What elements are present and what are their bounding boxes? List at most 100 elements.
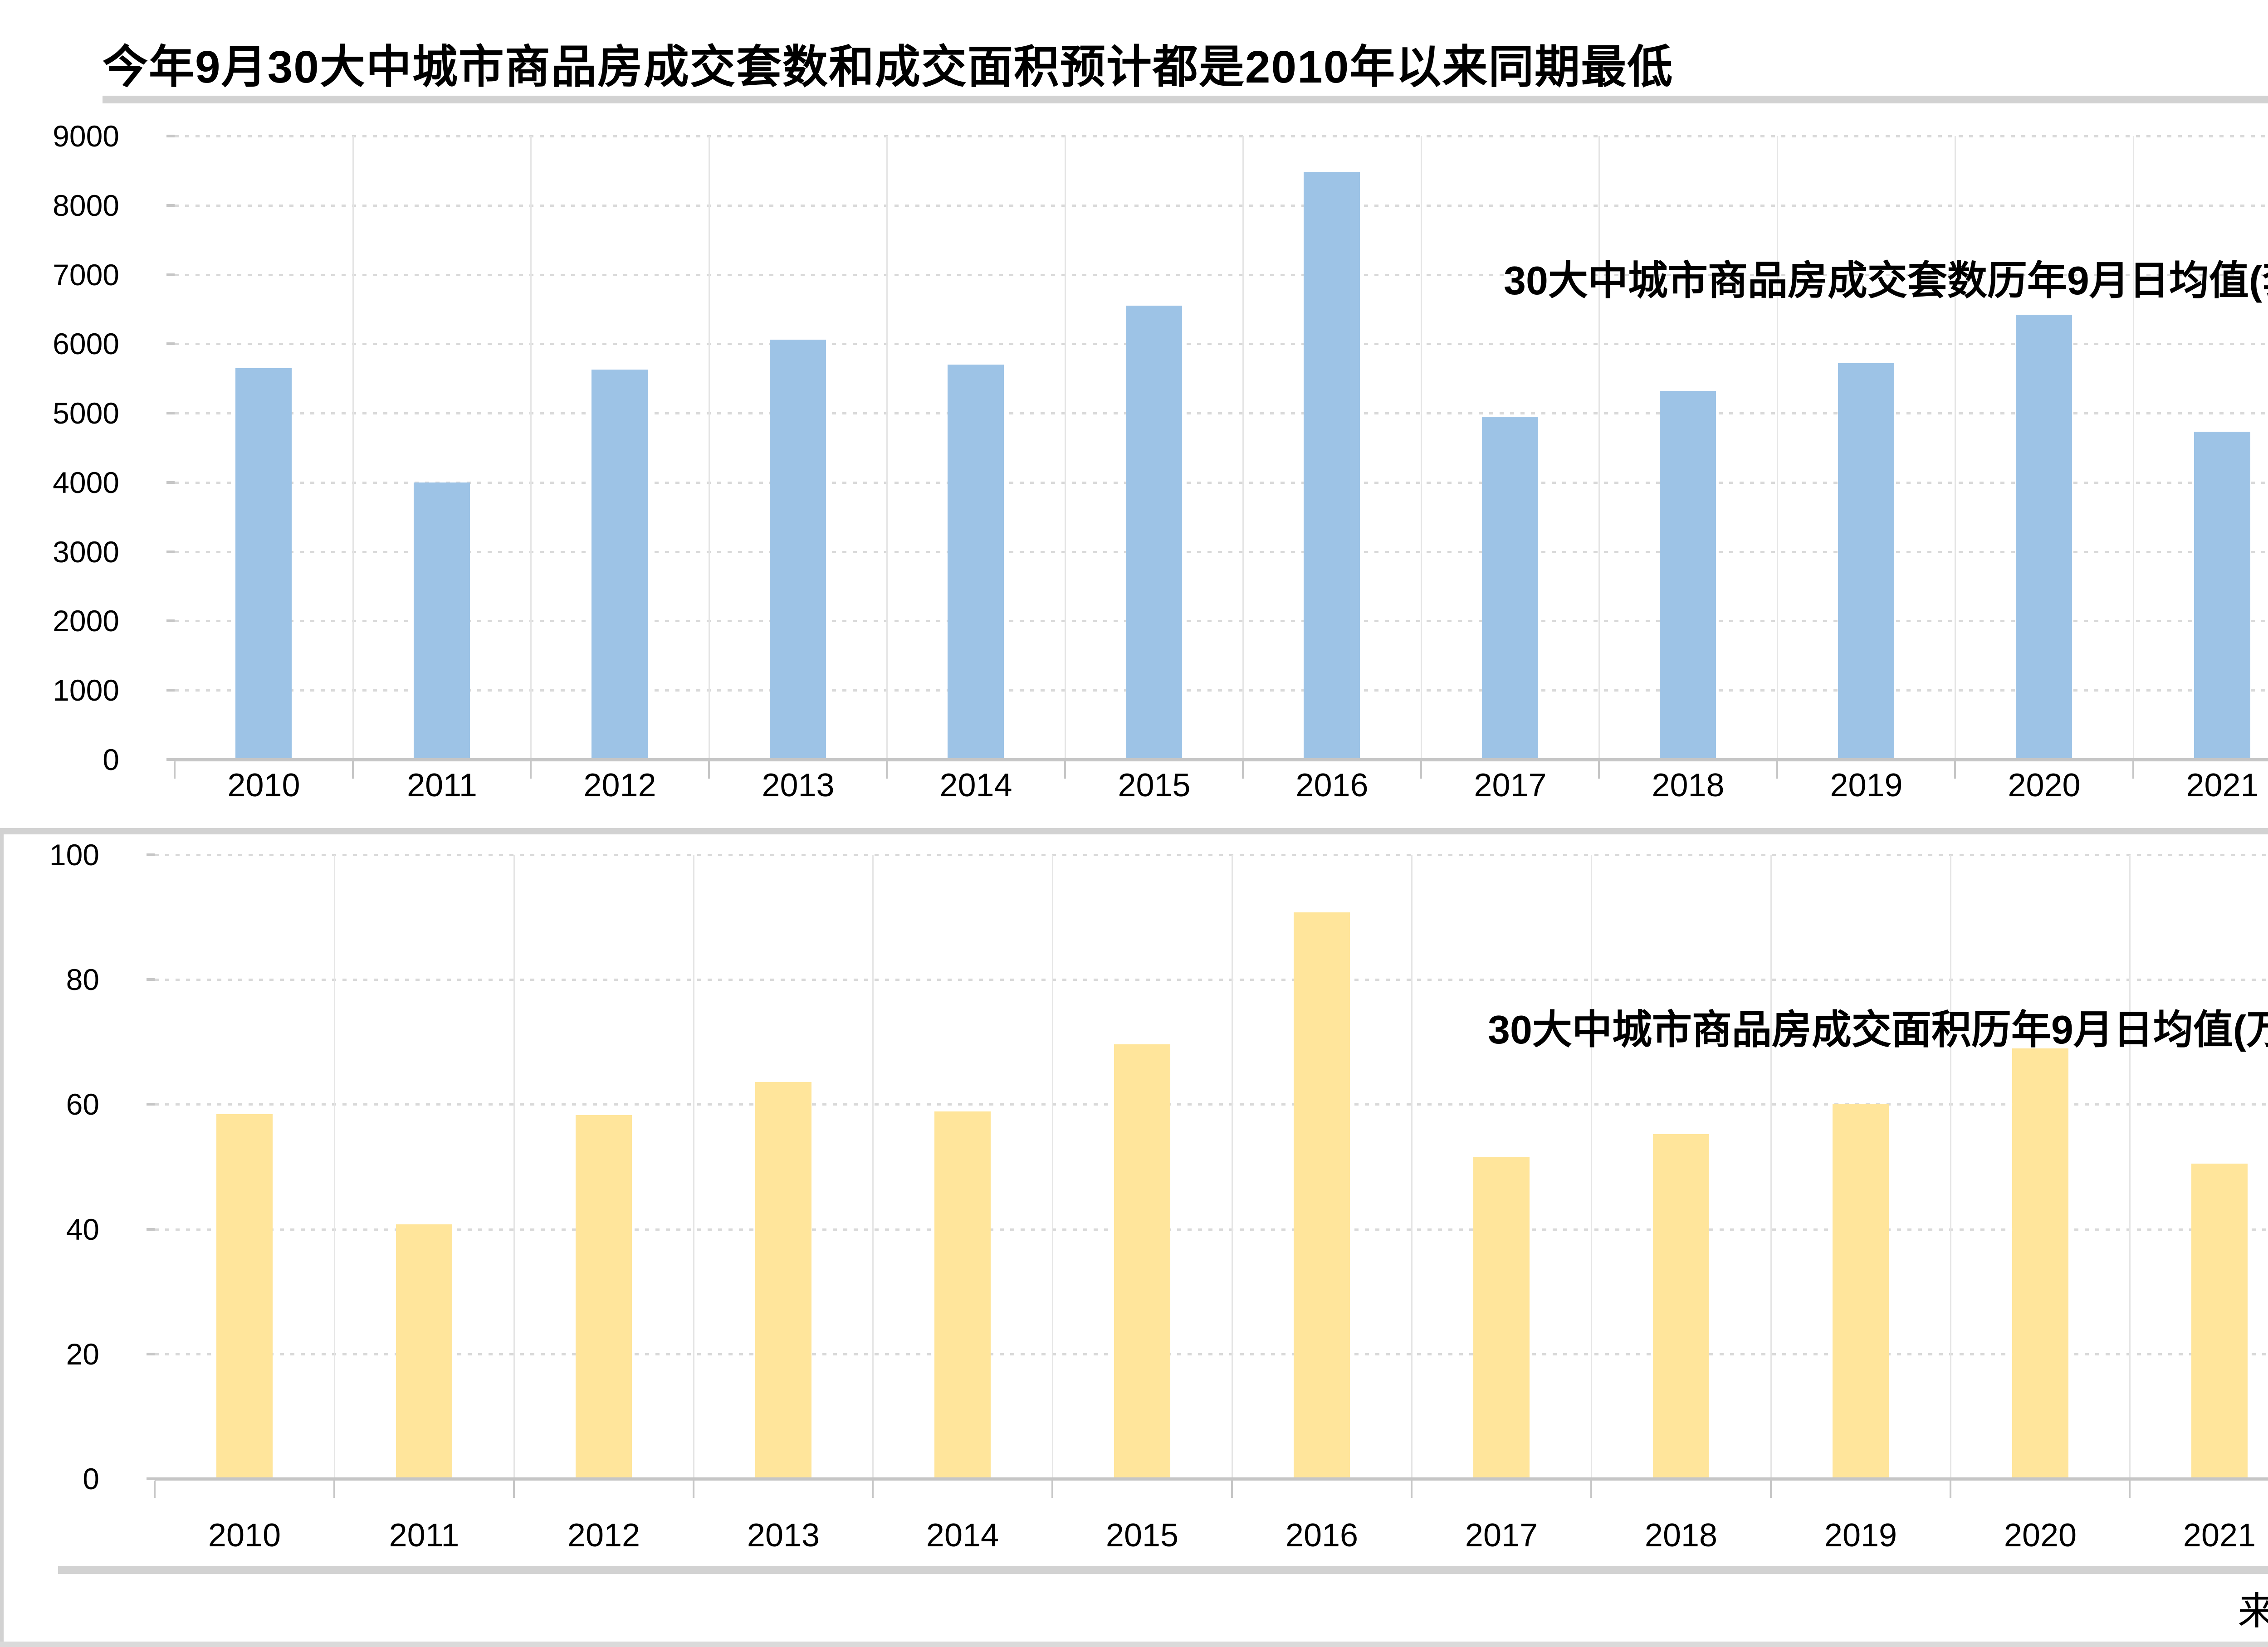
bar-2016	[1294, 912, 1350, 1477]
gridline-vertical	[334, 855, 335, 1479]
bar-2021	[2191, 1164, 2248, 1477]
x-axis-tick	[352, 761, 354, 779]
x-axis-tick	[1242, 761, 1244, 779]
x-axis-tick	[1231, 1481, 1233, 1498]
x-axis-line	[155, 1477, 2268, 1481]
x-tick-label: 2018	[1644, 1517, 1718, 1554]
bar-2014	[934, 1111, 991, 1477]
bar-2019	[1838, 363, 1894, 758]
gridline-vertical	[1052, 855, 1053, 1479]
y-axis-tick	[147, 1103, 155, 1106]
gridline-vertical	[886, 136, 888, 760]
x-axis-tick	[886, 761, 888, 779]
x-axis-line	[175, 758, 2268, 761]
x-tick-label: 2014	[926, 1517, 999, 1554]
gridline-vertical	[872, 855, 874, 1479]
x-axis-tick	[2129, 1481, 2131, 1498]
gridline-vertical	[1411, 855, 1413, 1479]
gridline-horizontal	[175, 620, 2268, 622]
y-axis-tick-label: 3000	[53, 535, 119, 569]
gridline-horizontal	[175, 274, 2268, 276]
x-tick-label: 2020	[2004, 1517, 2077, 1554]
bar-2010	[216, 1114, 273, 1477]
bar-2017	[1473, 1157, 1530, 1477]
page-title: 今年9月30大中城市商品房成交套数和成交面积预计都是2010年以来同期最低	[103, 42, 1674, 93]
y-axis-tick	[147, 978, 155, 981]
y-axis-tick	[166, 273, 175, 276]
x-tick-label: 2016	[1295, 767, 1369, 804]
x-tick-label: 2015	[1105, 1517, 1179, 1554]
y-axis-tick-label: 20	[66, 1337, 99, 1371]
x-axis-tick	[1770, 1481, 1772, 1498]
x-tick-label: 2010	[208, 1517, 281, 1554]
gridline-horizontal	[175, 412, 2268, 414]
bar-2017	[1482, 417, 1538, 758]
x-axis-tick	[1064, 761, 1066, 779]
y-axis-tick-label: 60	[66, 1087, 99, 1121]
y-axis-tick	[166, 412, 175, 414]
gridline-horizontal	[155, 854, 2268, 856]
x-axis-tick	[1776, 761, 1778, 779]
y-axis-tick	[147, 853, 155, 856]
gridline-horizontal	[175, 482, 2268, 484]
y-axis-tick-label: 8000	[53, 189, 119, 222]
bar-2010	[235, 368, 292, 758]
gridline-horizontal	[155, 979, 2268, 981]
x-tick-label: 2017	[1474, 767, 1547, 804]
gridline-vertical	[513, 855, 515, 1479]
bar-2015	[1114, 1044, 1170, 1477]
chart-bottom-series-label: 30大中城市商品房成交面积历年9月日均值(万平方米)	[1488, 1007, 2268, 1052]
y-axis-tick	[166, 758, 175, 761]
bar-2020	[2012, 1048, 2068, 1477]
y-axis-tick	[147, 1477, 155, 1480]
charts-divider-rule	[3, 828, 2268, 834]
gridline-horizontal	[155, 1228, 2268, 1231]
chart-top-series-label: 30大中城市商品房成交套数历年9月日均值(套)	[1504, 258, 2268, 303]
x-axis-tick	[872, 1481, 874, 1498]
gridline-vertical	[1770, 855, 1772, 1479]
bar-2014	[948, 365, 1004, 758]
bar-2016	[1304, 172, 1360, 758]
gridline-horizontal	[155, 1353, 2268, 1355]
x-axis-tick	[2132, 761, 2134, 779]
x-tick-label: 2012	[567, 1517, 640, 1554]
y-axis-tick-label: 9000	[53, 119, 119, 153]
y-axis-tick	[166, 551, 175, 553]
y-axis-tick	[147, 1353, 155, 1355]
x-axis-tick	[1411, 1481, 1413, 1498]
x-tick-label: 2018	[1652, 767, 1725, 804]
source-note: 来源：wind、界面商学院	[2238, 1590, 2268, 1632]
bar-2019	[1833, 1104, 1889, 1477]
gridline-horizontal	[175, 343, 2268, 345]
x-tick-label: 2012	[583, 767, 656, 804]
gridline-horizontal	[175, 205, 2268, 207]
x-axis-tick	[1598, 761, 1600, 779]
x-tick-label: 2019	[1830, 767, 1903, 804]
x-tick-label: 2011	[407, 767, 477, 804]
x-axis-tick	[530, 761, 532, 779]
gridline-vertical	[2133, 136, 2134, 760]
gridline-vertical	[1065, 136, 1066, 760]
bar-2015	[1126, 306, 1182, 758]
x-axis-tick	[1950, 1481, 1951, 1498]
bar-2018	[1653, 1134, 1709, 1477]
bar-2012	[576, 1115, 632, 1477]
left-edge-rule	[0, 828, 4, 1647]
y-axis-tick	[166, 204, 175, 207]
y-axis-tick	[166, 481, 175, 484]
x-axis-tick	[693, 1481, 694, 1498]
y-axis-tick-label: 40	[66, 1213, 99, 1246]
gridline-vertical	[1955, 136, 1956, 760]
x-tick-label: 2013	[762, 767, 835, 804]
gridline-vertical	[1598, 136, 1600, 760]
title-divider-rule	[103, 96, 2268, 103]
y-axis-tick	[166, 342, 175, 345]
x-tick-label: 2021	[2183, 1517, 2256, 1554]
bar-2018	[1660, 391, 1716, 758]
gridline-vertical	[1232, 855, 1233, 1479]
gridline-vertical	[530, 136, 532, 760]
y-axis-tick	[166, 689, 175, 692]
x-axis-tick	[1590, 1481, 1592, 1498]
x-tick-label: 2011	[389, 1517, 459, 1554]
